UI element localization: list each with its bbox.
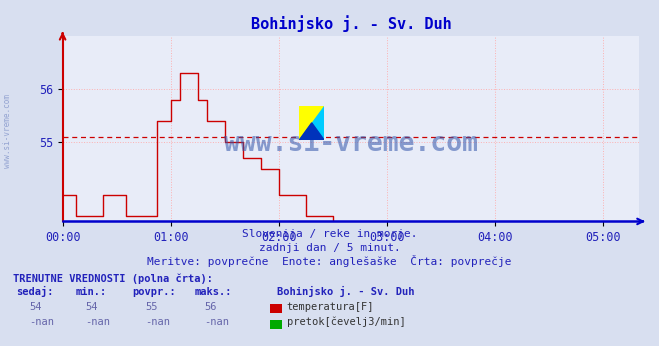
Text: pretok[čevelj3/min]: pretok[čevelj3/min] [287,316,405,327]
Text: www.si-vreme.com: www.si-vreme.com [3,94,13,169]
Text: -nan: -nan [204,317,229,327]
Text: temperatura[F]: temperatura[F] [287,302,374,312]
Polygon shape [299,123,324,140]
Text: 54: 54 [86,302,98,312]
Text: Meritve: povprečne  Enote: anglešaške  Črta: povprečje: Meritve: povprečne Enote: anglešaške Črt… [147,255,512,267]
Text: TRENUTNE VREDNOSTI (polna črta):: TRENUTNE VREDNOSTI (polna črta): [13,273,213,284]
Text: -nan: -nan [30,317,55,327]
Text: 54: 54 [30,302,42,312]
Text: min.:: min.: [76,287,107,297]
Text: -nan: -nan [145,317,170,327]
Text: sedaj:: sedaj: [16,286,54,297]
Text: 55: 55 [145,302,158,312]
Text: -nan: -nan [86,317,111,327]
Text: www.si-vreme.com: www.si-vreme.com [224,131,478,157]
Polygon shape [299,106,324,140]
Text: Bohinjsko j. - Sv. Duh: Bohinjsko j. - Sv. Duh [277,286,415,297]
Polygon shape [299,106,324,140]
Text: Slovenija / reke in morje.: Slovenija / reke in morje. [242,229,417,239]
Text: 56: 56 [204,302,217,312]
Text: maks.:: maks.: [194,287,232,297]
Text: povpr.:: povpr.: [132,287,175,297]
Title: Bohinjsko j. - Sv. Duh: Bohinjsko j. - Sv. Duh [250,16,451,33]
Text: zadnji dan / 5 minut.: zadnji dan / 5 minut. [258,243,401,253]
